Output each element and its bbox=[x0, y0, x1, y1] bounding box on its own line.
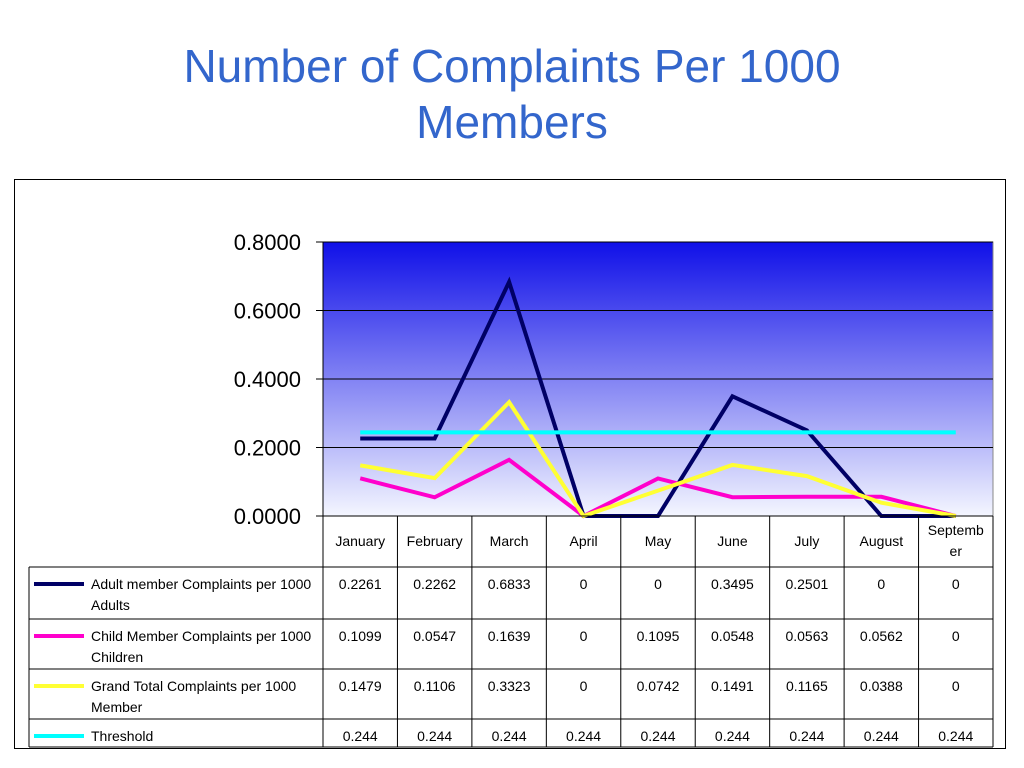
data-cell: 0.244 bbox=[566, 728, 601, 744]
data-cell: 0 bbox=[580, 576, 588, 592]
data-cell: 0.244 bbox=[492, 728, 527, 744]
series-name: Threshold bbox=[91, 728, 153, 744]
data-cell: 0.244 bbox=[864, 728, 899, 744]
category-label: June bbox=[717, 533, 748, 549]
series-line-2 bbox=[359, 457, 957, 519]
data-cell: 0.244 bbox=[343, 728, 378, 744]
data-cell: 0.2262 bbox=[413, 576, 456, 592]
data-cell: 0 bbox=[877, 576, 885, 592]
data-cell: 0 bbox=[952, 628, 960, 644]
data-cell: 0 bbox=[580, 678, 588, 694]
series-name: Member bbox=[91, 699, 143, 715]
data-cell: 0.244 bbox=[789, 728, 824, 744]
data-table: January February March April May June July Augu… bbox=[28, 515, 994, 748]
chart-frame: 0.8000 0.6000 0.4000 0.2000 0.0000 January Feb… bbox=[14, 179, 1006, 749]
y-tick-label: 0.4000 bbox=[234, 367, 301, 392]
data-cell: 0.0563 bbox=[785, 628, 828, 644]
slide-title-line-1: Number of Complaints Per 1000 bbox=[183, 40, 841, 92]
category-label: May bbox=[645, 533, 671, 549]
line-chart: 0.8000 0.6000 0.4000 0.2000 0.0000 January Feb… bbox=[28, 230, 994, 748]
data-cell: 0 bbox=[952, 576, 960, 592]
series-name: Adult member Complaints per 1000 bbox=[91, 576, 311, 592]
data-cell: 0.244 bbox=[938, 728, 973, 744]
y-tick-label: 0.8000 bbox=[234, 230, 301, 255]
y-tick-label: 0.6000 bbox=[234, 299, 301, 324]
data-cell: 0.244 bbox=[715, 728, 750, 744]
category-label: February bbox=[407, 533, 463, 549]
data-cell: 0.0742 bbox=[637, 678, 680, 694]
series-name: Children bbox=[91, 649, 143, 665]
data-cell: 0.2261 bbox=[339, 576, 382, 592]
data-cell: 0.244 bbox=[417, 728, 452, 744]
category-label: March bbox=[490, 533, 529, 549]
data-cell: 0 bbox=[952, 678, 960, 694]
data-cell: 0.0388 bbox=[860, 678, 903, 694]
data-cell: 0.1639 bbox=[488, 628, 531, 644]
data-cell: 0 bbox=[580, 628, 588, 644]
series-name: Grand Total Complaints per 1000 bbox=[91, 678, 296, 694]
category-label: er bbox=[950, 543, 963, 559]
series-line-3 bbox=[359, 399, 957, 519]
data-cell: 0.2501 bbox=[785, 576, 828, 592]
data-cell: 0 bbox=[654, 576, 662, 592]
category-label: January bbox=[335, 533, 385, 549]
data-cell: 0.6833 bbox=[488, 576, 531, 592]
series-name: Adults bbox=[91, 597, 130, 613]
data-cell: 0.3323 bbox=[488, 678, 531, 694]
category-label: April bbox=[570, 533, 598, 549]
data-cell: 0.1165 bbox=[786, 678, 828, 694]
category-label: August bbox=[860, 533, 904, 549]
y-tick-label: 0.0000 bbox=[234, 504, 301, 529]
y-tick-label: 0.2000 bbox=[234, 436, 301, 461]
slide-title: Number of Complaints Per 1000 Members bbox=[0, 38, 1024, 150]
data-cell: 0.0562 bbox=[860, 628, 903, 644]
data-cell: 0.0548 bbox=[711, 628, 754, 644]
data-cell: 0.1491 bbox=[711, 678, 754, 694]
data-cell: 0.1106 bbox=[414, 678, 456, 694]
slide-title-line-2: Members bbox=[416, 96, 608, 148]
category-label: Septemb bbox=[928, 522, 984, 538]
series-name: Child Member Complaints per 1000 bbox=[91, 628, 311, 644]
category-label: July bbox=[794, 533, 819, 549]
data-cell: 0.0547 bbox=[413, 628, 456, 644]
data-cell: 0.1095 bbox=[637, 628, 680, 644]
data-cell: 0.3495 bbox=[711, 576, 754, 592]
data-cell: 0.1479 bbox=[339, 678, 382, 694]
data-cell: 0.1099 bbox=[339, 628, 382, 644]
data-cell: 0.244 bbox=[640, 728, 675, 744]
